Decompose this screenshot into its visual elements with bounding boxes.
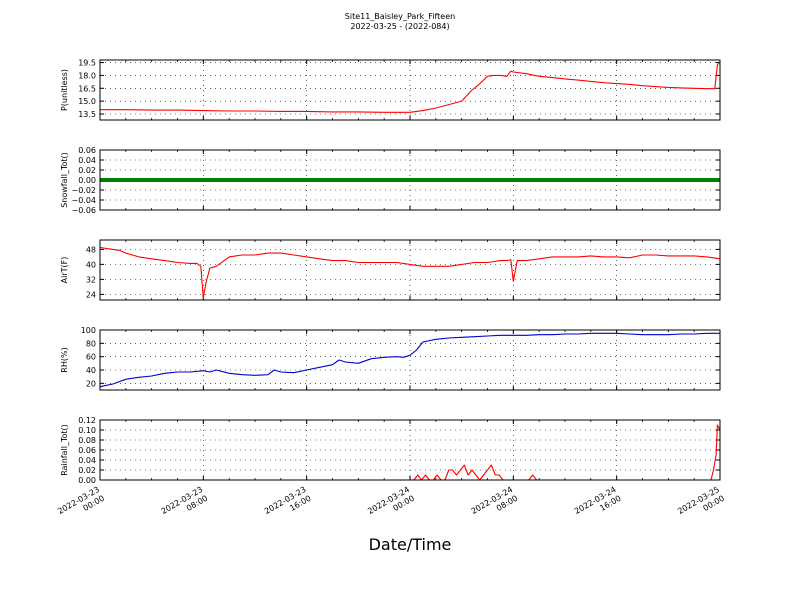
y-tick-label-3-3: 80 [86,339,96,348]
y-tick-label-1-5: 0.04 [78,156,96,165]
y-tick-label-1-6: 0.06 [78,146,96,155]
axes-frame-3 [99,329,721,391]
x-tick-labels: 2022-03-2300:00 2022-03-2308:00 2022-03-23… [56,485,726,525]
y-tick-label-1-1: −0.04 [71,196,96,205]
y-tick-label-2-1: 32 [86,275,96,284]
x-tick-label-1: 2022-03-2308:00 [160,485,210,525]
y-axis-label-0: P(unitless) [60,69,69,111]
y-tick-label-2-3: 48 [86,245,96,254]
y-tick-label-1-2: −0.02 [71,186,96,195]
panels: 13.515.016.518.019.5P(unitless)−0.06−0.0… [60,59,721,485]
axes-frame-2 [99,239,721,301]
x-tick-label-6: 2022-03-2500:00 [676,485,726,525]
y-tick-label-0-1: 15.0 [78,97,96,106]
series-line-4-0 [100,424,721,481]
x-tick-label-3: 2022-03-2400:00 [366,485,416,525]
series-line-0-0 [100,61,721,113]
x-tick-label-5: 2022-03-2416:00 [573,485,623,525]
x-axis-label: Date/Time [369,535,452,554]
y-tick-label-4-0: 0.00 [78,476,96,485]
y-tick-label-4-2: 0.04 [78,456,96,465]
x-tick-label-2: 2022-03-2316:00 [263,485,313,525]
y-tick-label-3-1: 40 [86,366,96,375]
y-tick-label-1-0: −0.06 [71,206,96,215]
panel-3: 20 40 60 80 100 RH(%) [60,326,721,391]
y-axis-label-4: Rainfall_Tot() [60,424,69,476]
axes-frame-0 [99,59,721,121]
figure-title-line1: Site11_Baisley_Park_Fifteen [345,12,455,21]
x-tick-label-4: 2022-03-2408:00 [470,485,520,525]
figure-title-line2: 2022-03-25 - (2022-084) [350,22,449,31]
panel-0: 13.5 15.0 16.5 18.0 19.5 P(unitless) [60,59,721,121]
series-line-2-0 [99,246,721,299]
y-tick-label-3-2: 60 [86,353,96,362]
y-tick-label-4-1: 0.02 [78,466,96,475]
y-tick-label-4-3: 0.06 [78,446,96,455]
y-tick-label-4-5: 0.10 [78,426,96,435]
y-tick-label-3-0: 20 [86,379,96,388]
y-axis-label-1: Snowfall_Tot() [60,152,69,208]
panel-4: 0.000.020.040.060.080.100.12 Rainfall_Tot… [60,416,721,485]
y-tick-label-3-4: 100 [81,326,96,335]
y-tick-label-1-4: 0.02 [78,166,96,175]
y-tick-label-0-0: 13.5 [78,110,96,119]
x-tick-label-0: 2022-03-2300:00 [56,485,106,525]
panel-2: 24 32 40 48 AirT(F) [60,239,721,301]
y-tick-label-0-2: 16.5 [78,84,96,93]
panel-1: −0.06−0.04−0.020.000.020.040.06 Snowfall_… [60,146,721,215]
axes-frame-1 [99,149,721,211]
axes-frame-4 [99,419,721,481]
y-tick-label-1-3: 0.00 [78,176,96,185]
y-tick-label-4-6: 0.12 [78,416,96,425]
series-line-3-0 [99,332,720,388]
y-tick-label-2-0: 24 [86,290,96,299]
y-tick-label-2-2: 40 [86,260,96,269]
y-tick-label-0-4: 19.5 [78,59,96,68]
y-axis-label-3: RH(%) [60,347,69,372]
y-tick-label-0-3: 18.0 [78,71,96,80]
y-axis-label-2: AirT(F) [60,257,69,284]
y-tick-label-4-4: 0.08 [78,436,96,445]
